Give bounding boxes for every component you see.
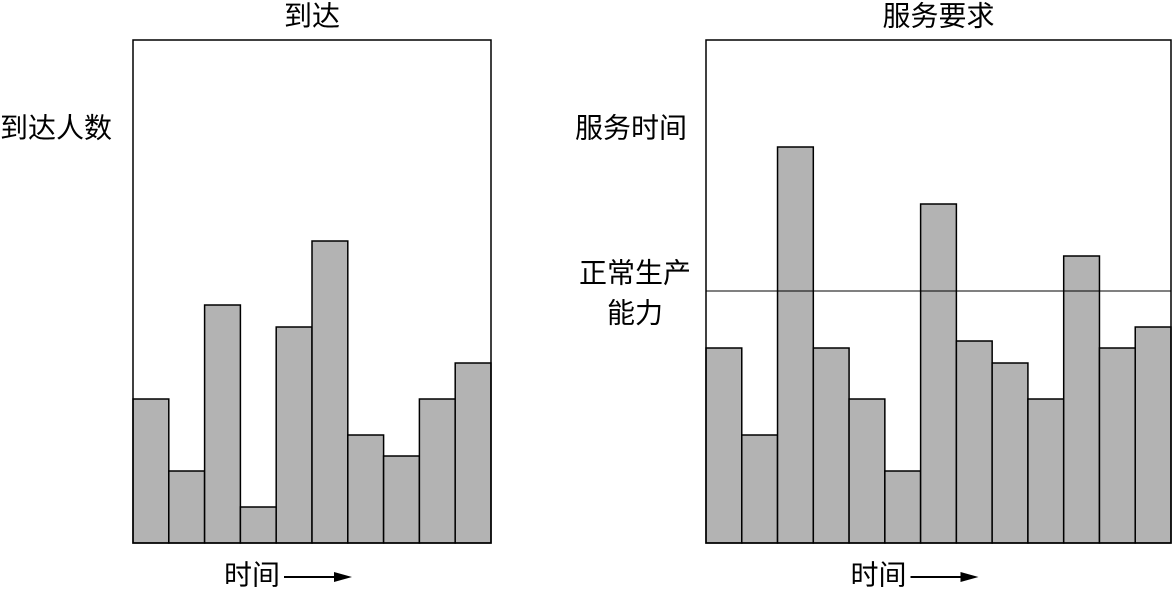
bar [955,340,993,544]
bar [991,362,1029,544]
plot-frame [132,39,492,544]
bar [919,203,958,544]
x-axis-label: 时间 [224,559,280,591]
bar [275,326,313,544]
bar [741,434,779,544]
x-axis-label: 时间 [850,559,906,591]
chart-title: 到达 [284,0,340,33]
bar [347,434,385,544]
bar [1027,398,1065,544]
reference-label: 能力 [607,297,663,330]
reference-label: 正常生产 [579,257,691,290]
bar [132,398,170,544]
bar [1062,255,1101,544]
bar [884,470,922,544]
bar [382,455,421,544]
bar [1134,326,1172,544]
bar [203,304,242,544]
bar [848,398,886,544]
bar [776,146,815,544]
bar [454,362,492,544]
bar [812,347,850,544]
bar [1098,347,1136,544]
y-axis-label: 到达人数 [0,112,112,145]
bar [168,470,206,544]
bar [311,240,349,544]
x-arrow-head [334,572,352,582]
bar [239,506,277,544]
chart-title: 服务要求 [882,0,994,33]
y-axis-label: 服务时间 [575,112,687,145]
bar [705,347,743,544]
bar [418,398,456,544]
x-arrow-head [960,572,979,582]
